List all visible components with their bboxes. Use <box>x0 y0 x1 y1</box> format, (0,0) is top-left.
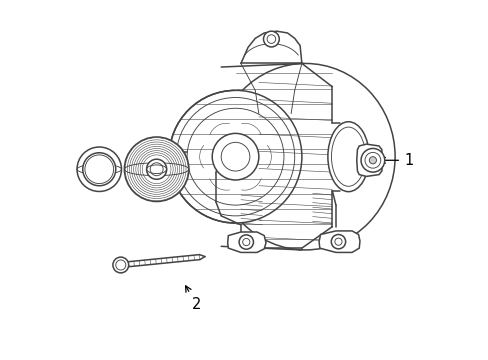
Circle shape <box>82 153 116 186</box>
Circle shape <box>360 148 384 172</box>
Circle shape <box>330 234 345 249</box>
Circle shape <box>77 147 121 192</box>
Text: 2: 2 <box>185 286 201 311</box>
Circle shape <box>212 134 258 180</box>
Circle shape <box>113 257 128 273</box>
Circle shape <box>124 137 188 202</box>
Polygon shape <box>356 144 382 176</box>
Text: 3: 3 <box>157 154 166 183</box>
Text: 4: 4 <box>77 167 92 182</box>
Circle shape <box>368 157 376 164</box>
Circle shape <box>169 90 301 223</box>
Ellipse shape <box>215 63 394 250</box>
Polygon shape <box>319 231 359 252</box>
Circle shape <box>263 31 279 47</box>
Circle shape <box>239 235 253 249</box>
Text: 1: 1 <box>379 153 412 168</box>
Ellipse shape <box>327 122 368 192</box>
Circle shape <box>146 159 166 179</box>
Polygon shape <box>227 232 265 252</box>
